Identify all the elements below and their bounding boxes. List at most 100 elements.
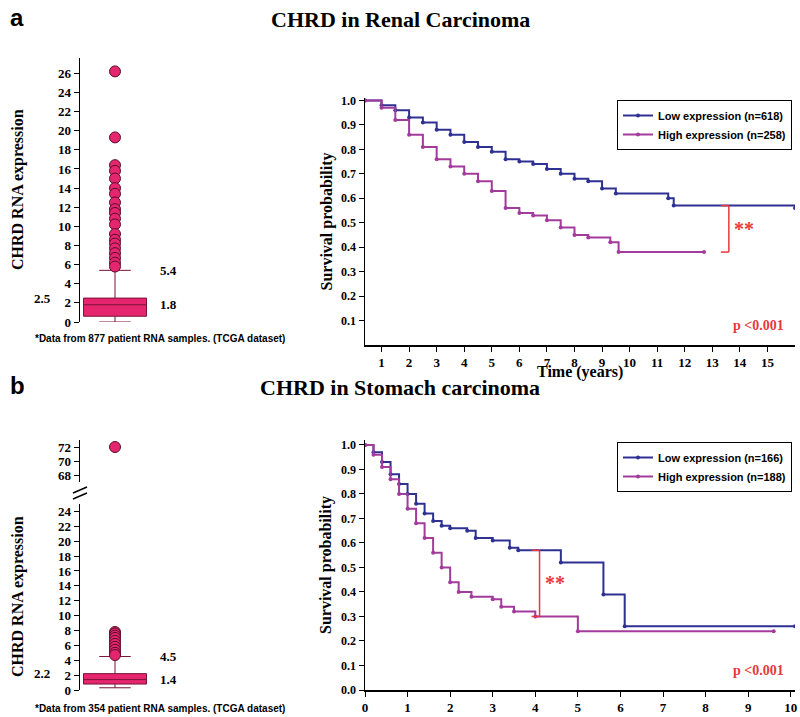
svg-text:4: 4 [532,700,539,715]
svg-text:2: 2 [64,295,71,310]
svg-text:Time (years): Time (years) [537,363,623,381]
svg-text:**: ** [545,572,565,594]
svg-text:5: 5 [575,700,582,715]
svg-text:4: 4 [64,276,71,291]
svg-text:16: 16 [58,564,72,579]
svg-text:b: b [10,372,25,399]
svg-text:0: 0 [64,315,71,330]
svg-text:1.4: 1.4 [160,672,177,687]
svg-text:CHRD RNA expression: CHRD RNA expression [9,109,27,270]
svg-text:2: 2 [64,668,71,683]
svg-text:10: 10 [784,700,797,715]
svg-text:8: 8 [702,700,709,715]
svg-text:0.7: 0.7 [341,167,356,181]
svg-text:0.6: 0.6 [341,536,356,550]
svg-text:3: 3 [433,355,440,370]
svg-text:12: 12 [58,200,71,215]
svg-text:5.4: 5.4 [160,263,177,278]
svg-text:4.5: 4.5 [160,649,177,664]
svg-text:14: 14 [733,355,747,370]
svg-text:6: 6 [64,638,71,653]
svg-text:0.1: 0.1 [341,314,356,328]
svg-text:0.9: 0.9 [341,463,356,477]
svg-text:15: 15 [761,355,775,370]
svg-text:12: 12 [678,355,691,370]
svg-text:24: 24 [58,504,72,519]
svg-text:1: 1 [378,355,385,370]
svg-text:6: 6 [64,257,71,272]
svg-text:5: 5 [489,355,496,370]
svg-text:0.2: 0.2 [341,634,356,648]
svg-text:0.5: 0.5 [341,561,356,575]
svg-text:0: 0 [64,683,71,698]
svg-text:a: a [10,4,24,31]
svg-text:0.7: 0.7 [341,512,356,526]
svg-text:CHRD in Renal Carcinoma: CHRD in Renal Carcinoma [271,7,530,32]
svg-text:10: 10 [623,355,636,370]
svg-text:8: 8 [64,238,71,253]
svg-text:0.0: 0.0 [341,683,356,697]
svg-text:0: 0 [362,700,369,715]
svg-text:14: 14 [58,181,72,196]
svg-text:High expression (n=258): High expression (n=258) [658,129,786,141]
svg-text:14: 14 [58,578,72,593]
svg-text:0.8: 0.8 [341,143,356,157]
svg-text:0.1: 0.1 [341,659,356,673]
svg-text:0.9: 0.9 [341,118,356,132]
svg-text:10: 10 [58,608,71,623]
svg-text:0.2: 0.2 [341,289,356,303]
svg-text:p <0.001: p <0.001 [733,663,784,678]
svg-text:20: 20 [58,123,71,138]
svg-text:24: 24 [58,85,72,100]
svg-text:72: 72 [58,440,71,455]
svg-text:0.3: 0.3 [341,265,356,279]
svg-text:3: 3 [489,700,496,715]
svg-text:0.5: 0.5 [341,216,356,230]
svg-text:1: 1 [404,700,411,715]
svg-text:CHRD in Stomach carcinoma: CHRD in Stomach carcinoma [260,375,540,400]
svg-text:*Data from 354 patient RNA sam: *Data from 354 patient RNA samples. (TCG… [35,703,285,714]
svg-text:6: 6 [516,355,523,370]
svg-text:0.3: 0.3 [341,610,356,624]
svg-text:7: 7 [544,355,551,370]
svg-text:1.0: 1.0 [341,94,356,108]
svg-text:0.8: 0.8 [341,487,356,501]
svg-text:12: 12 [58,593,71,608]
svg-text:18: 18 [58,549,72,564]
svg-text:2: 2 [447,700,454,715]
svg-text:18: 18 [58,142,72,157]
svg-text:26: 26 [58,66,72,81]
svg-text:13: 13 [706,355,720,370]
svg-text:8: 8 [571,355,578,370]
svg-text:9: 9 [599,355,606,370]
svg-text:Survival probability: Survival probability [317,496,335,634]
svg-text:22: 22 [58,519,71,534]
svg-text:0.4: 0.4 [341,585,356,599]
svg-text:CHRD RNA expression: CHRD RNA expression [9,516,27,677]
svg-text:2: 2 [406,355,413,370]
svg-text:7: 7 [660,700,667,715]
svg-text:1.8: 1.8 [160,297,177,312]
svg-text:6: 6 [617,700,624,715]
svg-text:4: 4 [64,653,71,668]
svg-text:**: ** [734,218,754,240]
svg-text:16: 16 [58,162,72,177]
svg-text:68: 68 [58,468,72,483]
svg-text:p <0.001: p <0.001 [733,318,784,333]
svg-text:11: 11 [651,355,663,370]
svg-text:High expression (n=188): High expression (n=188) [658,471,786,483]
svg-text:20: 20 [58,534,71,549]
svg-text:Low expression (n=618): Low expression (n=618) [658,110,783,122]
svg-text:70: 70 [58,454,71,469]
svg-text:*Data from 877 patient RNA sam: *Data from 877 patient RNA samples. (TCG… [35,333,285,344]
svg-text:22: 22 [58,104,71,119]
svg-text:0.6: 0.6 [341,191,356,205]
svg-text:0.4: 0.4 [341,240,356,254]
svg-text:9: 9 [745,700,752,715]
svg-text:8: 8 [64,623,71,638]
svg-text:4: 4 [461,355,468,370]
svg-text:2.2: 2.2 [34,666,50,681]
svg-text:2.5: 2.5 [34,291,51,306]
svg-text:1.0: 1.0 [341,438,356,452]
svg-text:Low expression (n=166): Low expression (n=166) [658,452,783,464]
